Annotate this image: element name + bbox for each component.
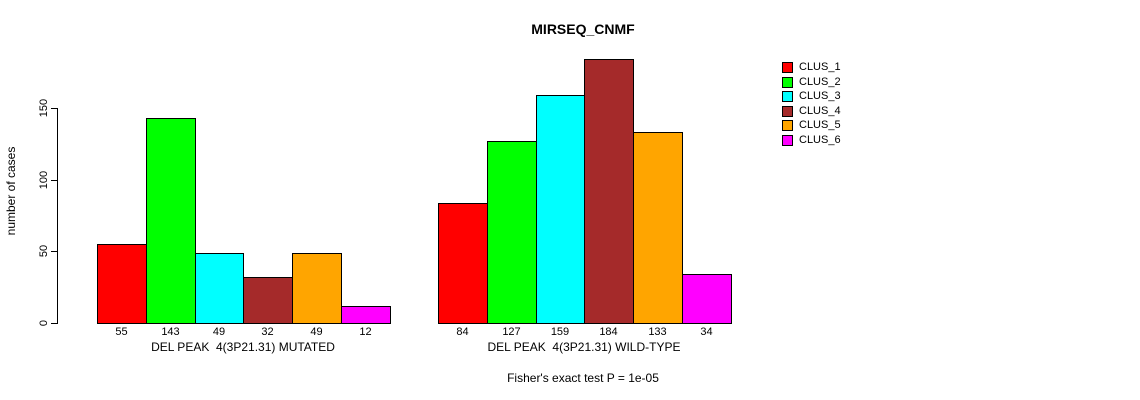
bar-clus_6 (341, 306, 391, 324)
x-axis-group-label: DEL PEAK 4(3P21.31) MUTATED (151, 340, 335, 354)
bar-clus_4 (243, 277, 293, 324)
bar-value-label: 12 (359, 326, 372, 338)
chart-title: MIRSEQ_CNMF (531, 21, 635, 37)
legend-swatch-icon (782, 76, 793, 88)
bar-value-label: 84 (456, 326, 469, 338)
legend-label: CLUS_4 (799, 104, 841, 117)
legend-swatch-icon (782, 62, 793, 73)
legend-label: CLUS_5 (799, 119, 841, 131)
y-axis-line (57, 108, 58, 324)
bar-value-label: 127 (502, 326, 521, 338)
y-axis-tick-label: 50 (38, 244, 50, 258)
footnote-fisher-test: Fisher's exact test P = 1e-05 (507, 371, 659, 385)
x-axis-group-label: DEL PEAK 4(3P21.31) WILD-TYPE (487, 340, 681, 354)
legend-label: CLUS_6 (799, 133, 841, 146)
y-axis-tick-label: 100 (38, 170, 50, 190)
bar-value-label: 55 (115, 326, 128, 338)
bar-value-label: 159 (550, 326, 570, 338)
bar-value-label: 184 (599, 326, 618, 338)
legend-item-clus_1: CLUS_1 (782, 62, 841, 73)
bar-clus_5 (633, 132, 683, 324)
legend-label: CLUS_3 (799, 90, 841, 102)
bar-value-label: 34 (700, 326, 713, 338)
legend-swatch-icon (782, 91, 793, 102)
bar-value-label: 133 (648, 326, 667, 338)
bar-value-label: 49 (212, 326, 226, 338)
y-axis-tick-label: 150 (38, 98, 50, 118)
bar-clus_1 (438, 203, 488, 324)
legend-item-clus_3: CLUS_3 (782, 91, 841, 102)
bar-clus_5 (292, 253, 342, 324)
bar-clus_3 (195, 253, 244, 324)
bar-clus_3 (536, 95, 585, 324)
legend-swatch-icon (782, 120, 793, 131)
bar-value-label: 32 (261, 326, 274, 338)
bar-clus_4 (584, 59, 634, 324)
y-axis-tick (51, 180, 58, 181)
legend: CLUS_1 CLUS_2 CLUS_3 CLUS_4 CLUS_5 CLUS_6 (782, 62, 841, 146)
legend-item-clus_5: CLUS_5 (782, 120, 841, 131)
y-axis-tick-label: 0 (38, 319, 50, 327)
legend-swatch-icon (782, 105, 793, 117)
legend-item-clus_4: CLUS_4 (782, 104, 841, 117)
legend-label: CLUS_2 (799, 75, 841, 88)
y-axis-tick (51, 251, 58, 252)
y-axis-tick (51, 323, 58, 324)
bar-value-label: 143 (161, 326, 180, 338)
legend-item-clus_2: CLUS_2 (782, 75, 841, 88)
legend-item-clus_6: CLUS_6 (782, 133, 841, 146)
bar-clus_6 (682, 274, 732, 324)
y-axis-label: number of cases (4, 146, 18, 236)
bar-value-label: 49 (310, 326, 323, 338)
bar-clus_1 (97, 244, 147, 324)
legend-swatch-icon (782, 134, 793, 146)
bar-clus_2 (487, 141, 537, 324)
legend-label: CLUS_1 (799, 61, 841, 73)
y-axis-tick (51, 108, 58, 109)
bar-clus_2 (146, 118, 196, 324)
